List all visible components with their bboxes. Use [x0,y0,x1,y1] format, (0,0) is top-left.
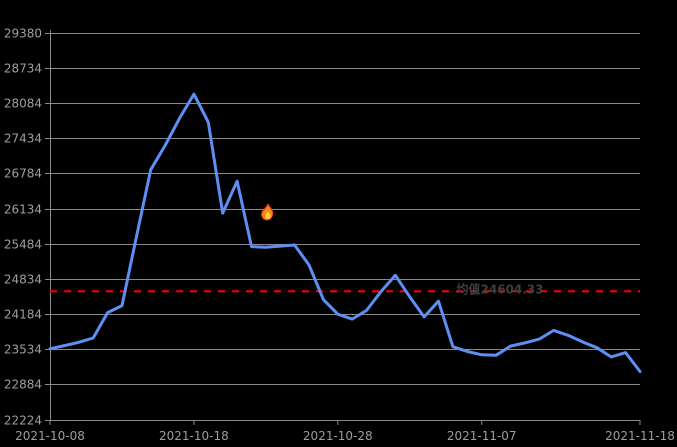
x-axis-label: 2021-10-18 [159,429,229,443]
y-axis-label: 26784 [4,167,42,181]
price-line [48,92,642,373]
fire-icon [258,202,278,224]
y-axis-label: 24834 [4,273,42,287]
y-axis-label: 23534 [4,343,42,357]
y-axis-label: 29380 [4,27,42,41]
y-axis-label: 27434 [4,132,42,146]
y-axis-label: 24184 [4,308,42,322]
x-axis-label: 2021-10-28 [303,429,373,443]
y-axis-label: 22224 [4,414,42,428]
y-axis-label: 22884 [4,378,42,392]
y-axis-label: 26134 [4,203,42,217]
y-axis-label: 28734 [4,62,42,76]
x-axis-label: 2021-11-07 [447,429,517,443]
y-axis-label: 28084 [4,97,42,111]
y-axis-label: 25484 [4,238,42,252]
x-axis-label: 2021-10-08 [15,429,85,443]
x-axis-label: 2021-11-18 [605,429,675,443]
